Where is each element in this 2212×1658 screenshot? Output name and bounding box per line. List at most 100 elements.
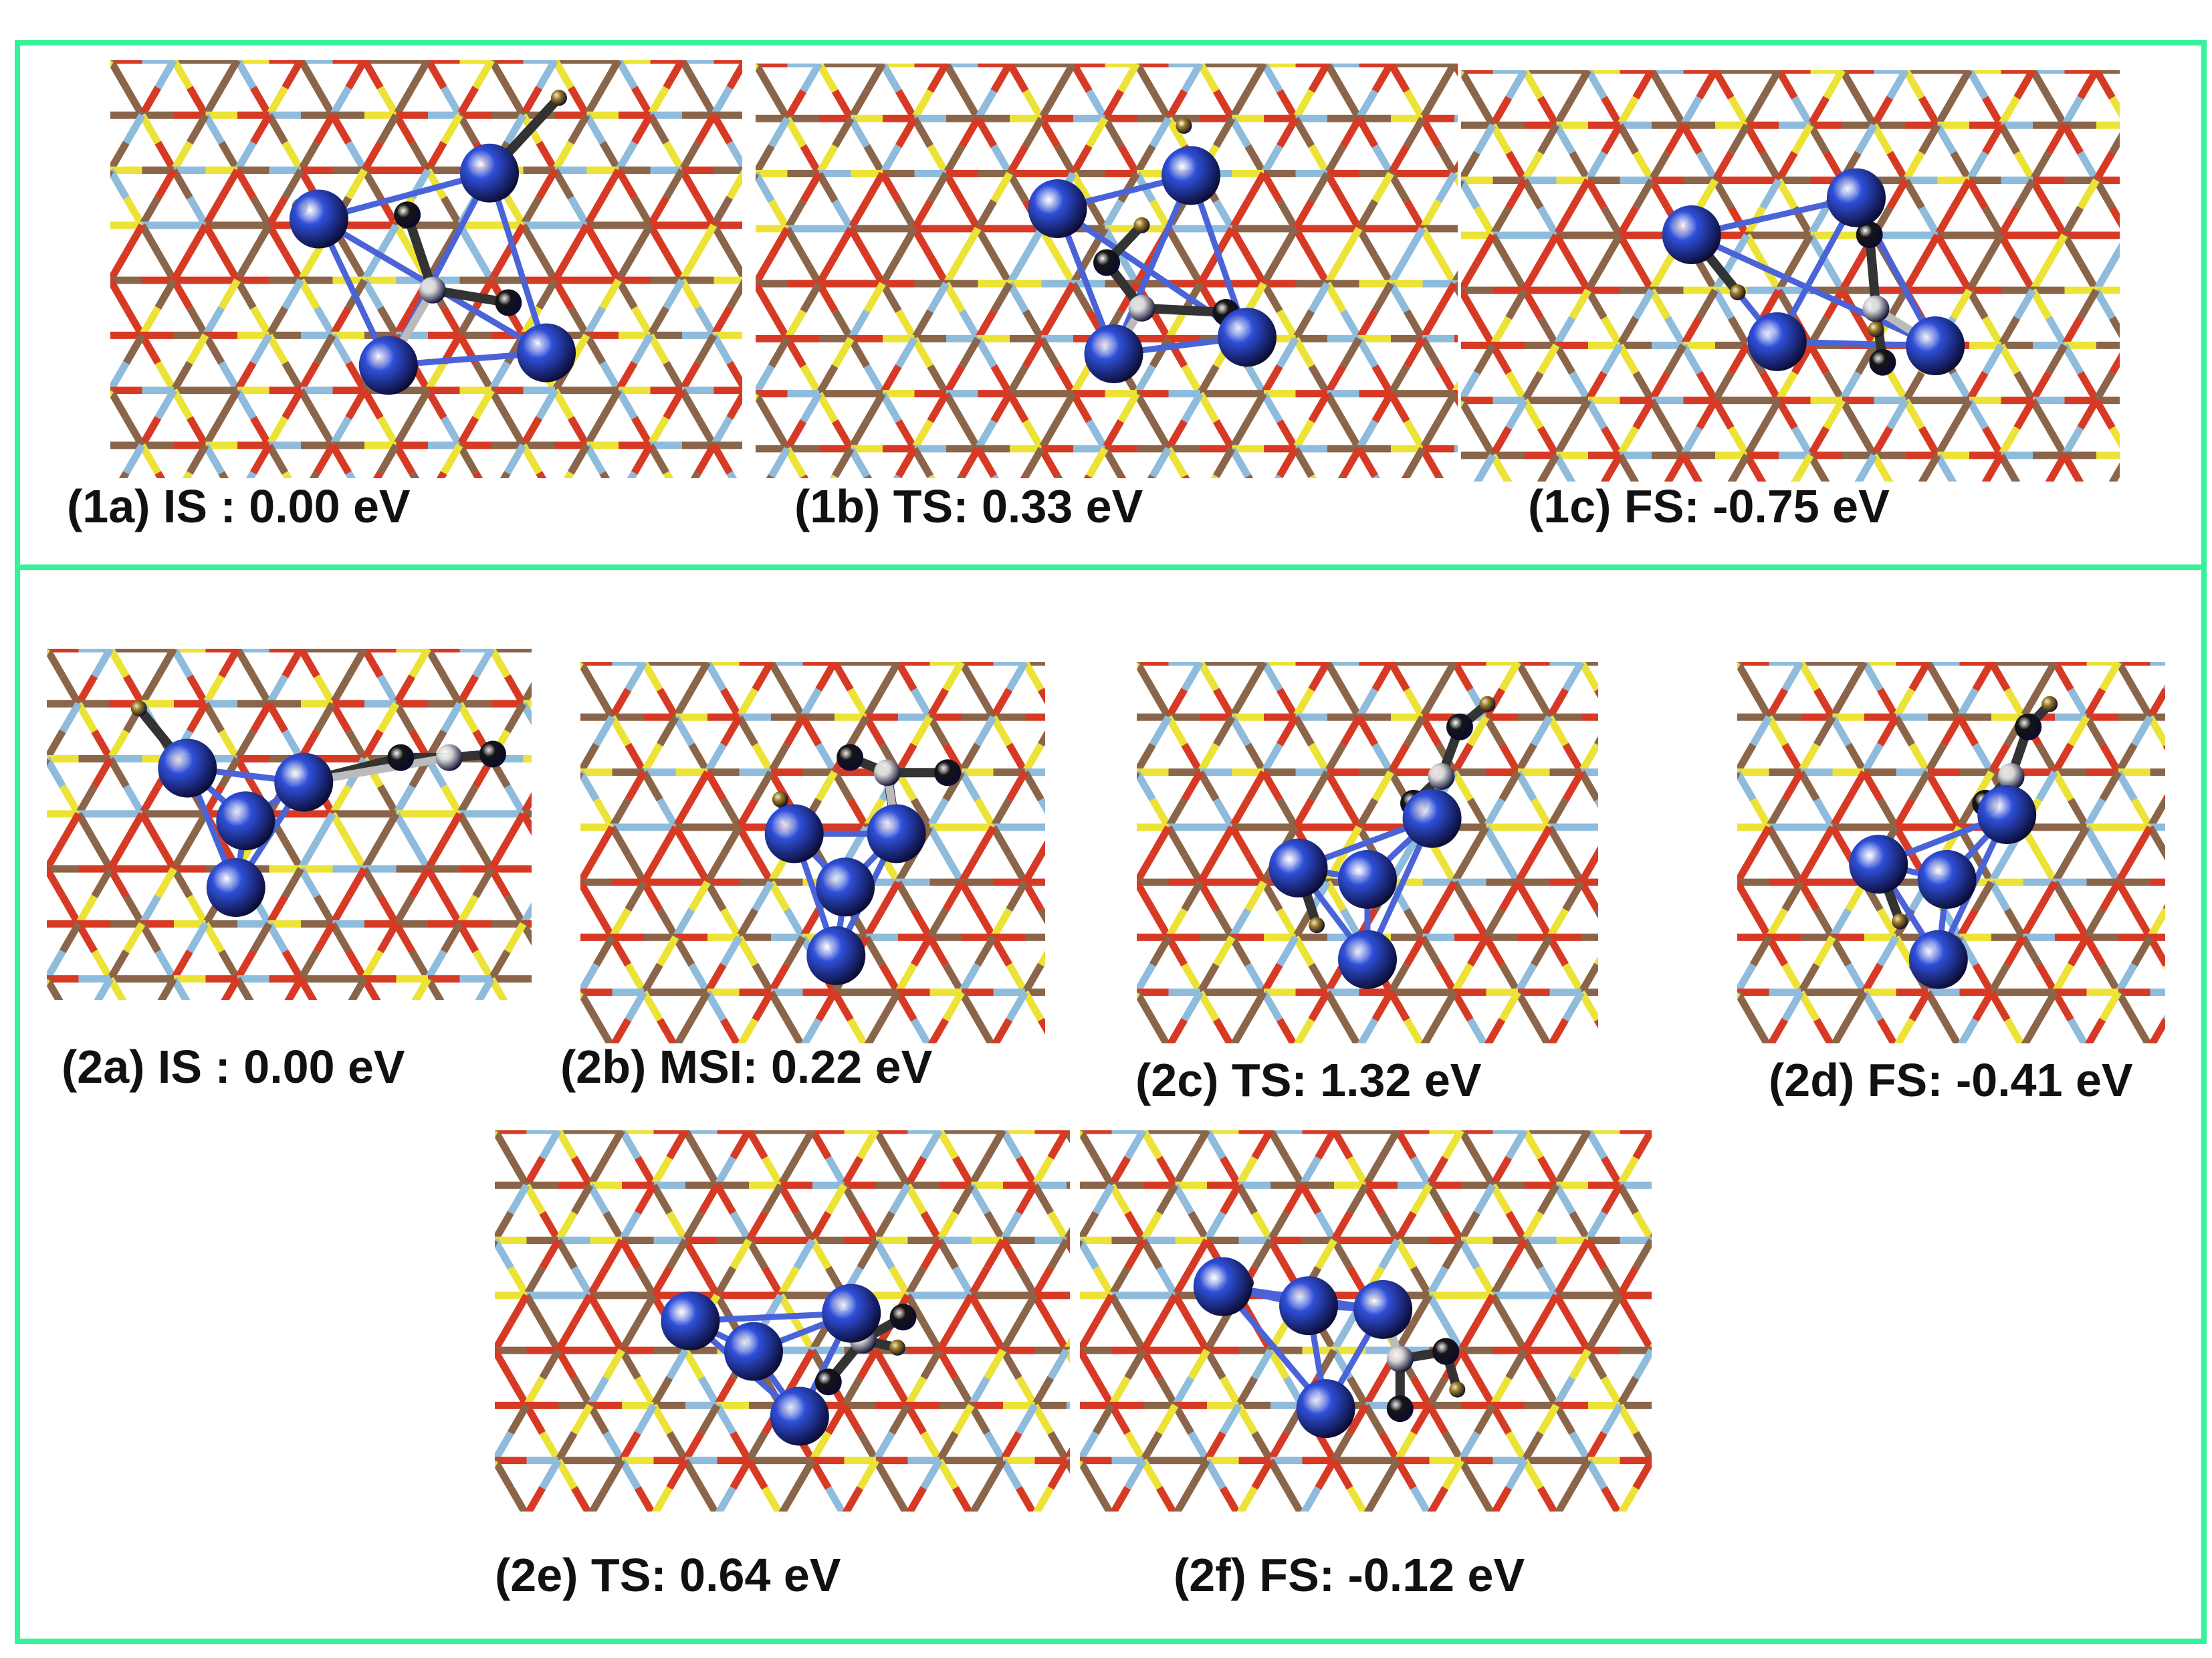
- lattice-bond: [1886, 70, 1909, 100]
- lattice-bond: [1680, 426, 1703, 457]
- lattice-bond: [910, 1018, 932, 1043]
- lattice-bond: [1981, 233, 2005, 265]
- lattice-bond: [784, 227, 807, 258]
- lattice-bond: [631, 416, 654, 447]
- lattice-bond: [313, 333, 336, 365]
- lattice-bond: [641, 990, 663, 1022]
- lattice-bond: [990, 688, 1013, 720]
- lattice-bond: [186, 223, 209, 255]
- lattice-bond: [361, 976, 381, 1000]
- lattice-bond: [1244, 144, 1267, 176]
- lattice-bond: [800, 364, 822, 396]
- lattice-bond: [1133, 64, 1156, 93]
- lattice-bond: [361, 388, 384, 420]
- lattice-bond: [1212, 908, 1236, 940]
- lattice-bond: [1403, 199, 1426, 231]
- lattice-bond: [752, 880, 774, 912]
- lattice-bond: [393, 113, 416, 145]
- lattice-bond: [440, 306, 463, 338]
- lattice-bond: [91, 729, 114, 761]
- lattice-bond: [1727, 316, 1751, 348]
- lattice-bond: [1181, 64, 1204, 93]
- lattice-bond: [990, 797, 1013, 829]
- lattice-bond: [1451, 282, 1458, 297]
- lattice-bond: [911, 309, 934, 341]
- lattice-bond: [488, 976, 508, 1000]
- lattice-bond: [1212, 116, 1236, 148]
- lattice-bond: [1137, 962, 1156, 995]
- lattice-bond: [694, 416, 717, 447]
- lattice-bond: [1355, 309, 1379, 341]
- lattice-bond: [1537, 453, 1560, 482]
- lattice-bond: [409, 388, 431, 420]
- structure-panel-2c: [1137, 662, 1598, 1043]
- lattice-bond: [1037, 797, 1045, 815]
- lattice-bond: [1181, 254, 1204, 286]
- lattice-bond: [1403, 227, 1426, 258]
- lattice-bond: [298, 140, 320, 173]
- lattice-bond: [567, 443, 590, 475]
- lattice-bond: [1585, 398, 1608, 430]
- lattice-bond: [726, 471, 738, 478]
- lattice-bond: [1934, 123, 1957, 155]
- lattice-bond: [1388, 282, 1410, 313]
- lattice-bond: [1244, 770, 1267, 802]
- lattice-bond: [202, 443, 225, 475]
- lattice-bond: [1505, 150, 1528, 183]
- lattice-bond: [815, 662, 838, 692]
- lattice-bond: [504, 195, 527, 227]
- lattice-bond: [1473, 453, 1497, 482]
- lattice-bond: [831, 309, 855, 341]
- lattice-bond: [656, 908, 679, 940]
- lattice-bond: [1022, 853, 1044, 884]
- lattice-bond: [234, 60, 257, 90]
- metal-atom: [1218, 308, 1277, 367]
- lattice-bond: [893, 474, 902, 478]
- lattice-bond: [1276, 908, 1299, 940]
- lattice-bond: [265, 894, 289, 926]
- lattice-bond: [298, 839, 320, 871]
- lattice-bond: [122, 416, 146, 447]
- lattice-bond: [710, 443, 734, 475]
- lattice-bond: [376, 894, 400, 926]
- lattice-bond: [1585, 70, 1608, 100]
- lattice-bond: [1461, 261, 1480, 292]
- lattice-bond: [958, 990, 981, 1022]
- lattice-bond: [1775, 70, 1798, 100]
- lattice-bond: [1562, 662, 1585, 692]
- lattice-bond: [154, 388, 177, 420]
- lattice-bond: [847, 227, 871, 258]
- lattice-bond: [625, 880, 647, 912]
- lattice-bond: [1530, 825, 1553, 857]
- lattice-bond: [720, 935, 743, 967]
- lattice-bond: [1371, 770, 1394, 802]
- lattice-bond: [784, 89, 807, 121]
- lattice-bond: [1727, 96, 1751, 128]
- lattice-bond: [599, 251, 622, 282]
- lattice-bond: [282, 839, 304, 871]
- lattice-bond: [1521, 70, 1544, 100]
- lattice-bond: [2093, 150, 2116, 183]
- lattice-bond: [1515, 962, 1537, 995]
- lattice-bond: [1419, 908, 1442, 940]
- lattice-bond: [1593, 799, 1598, 809]
- lattice-bond: [186, 86, 209, 118]
- lattice-bond: [2115, 662, 2138, 692]
- lattice-bond: [472, 251, 495, 282]
- lattice-bond: [615, 360, 638, 393]
- lattice-bond: [1337, 474, 1347, 478]
- lattice-bond: [1451, 391, 1458, 407]
- lattice-bond: [265, 333, 289, 365]
- lattice-bond: [1950, 398, 1973, 430]
- lattice-bond: [1388, 962, 1410, 995]
- lattice-bond: [942, 662, 965, 692]
- lattice-bond: [1727, 123, 1751, 155]
- lattice-bond: [756, 391, 775, 423]
- lattice-bond: [1101, 116, 1125, 148]
- lattice-bond: [440, 702, 463, 734]
- lattice-bond: [218, 388, 241, 420]
- lattice-bond: [1435, 962, 1458, 995]
- lattice-bond: [710, 333, 734, 365]
- lattice-bond: [138, 306, 162, 338]
- lattice-bond: [2045, 343, 2068, 375]
